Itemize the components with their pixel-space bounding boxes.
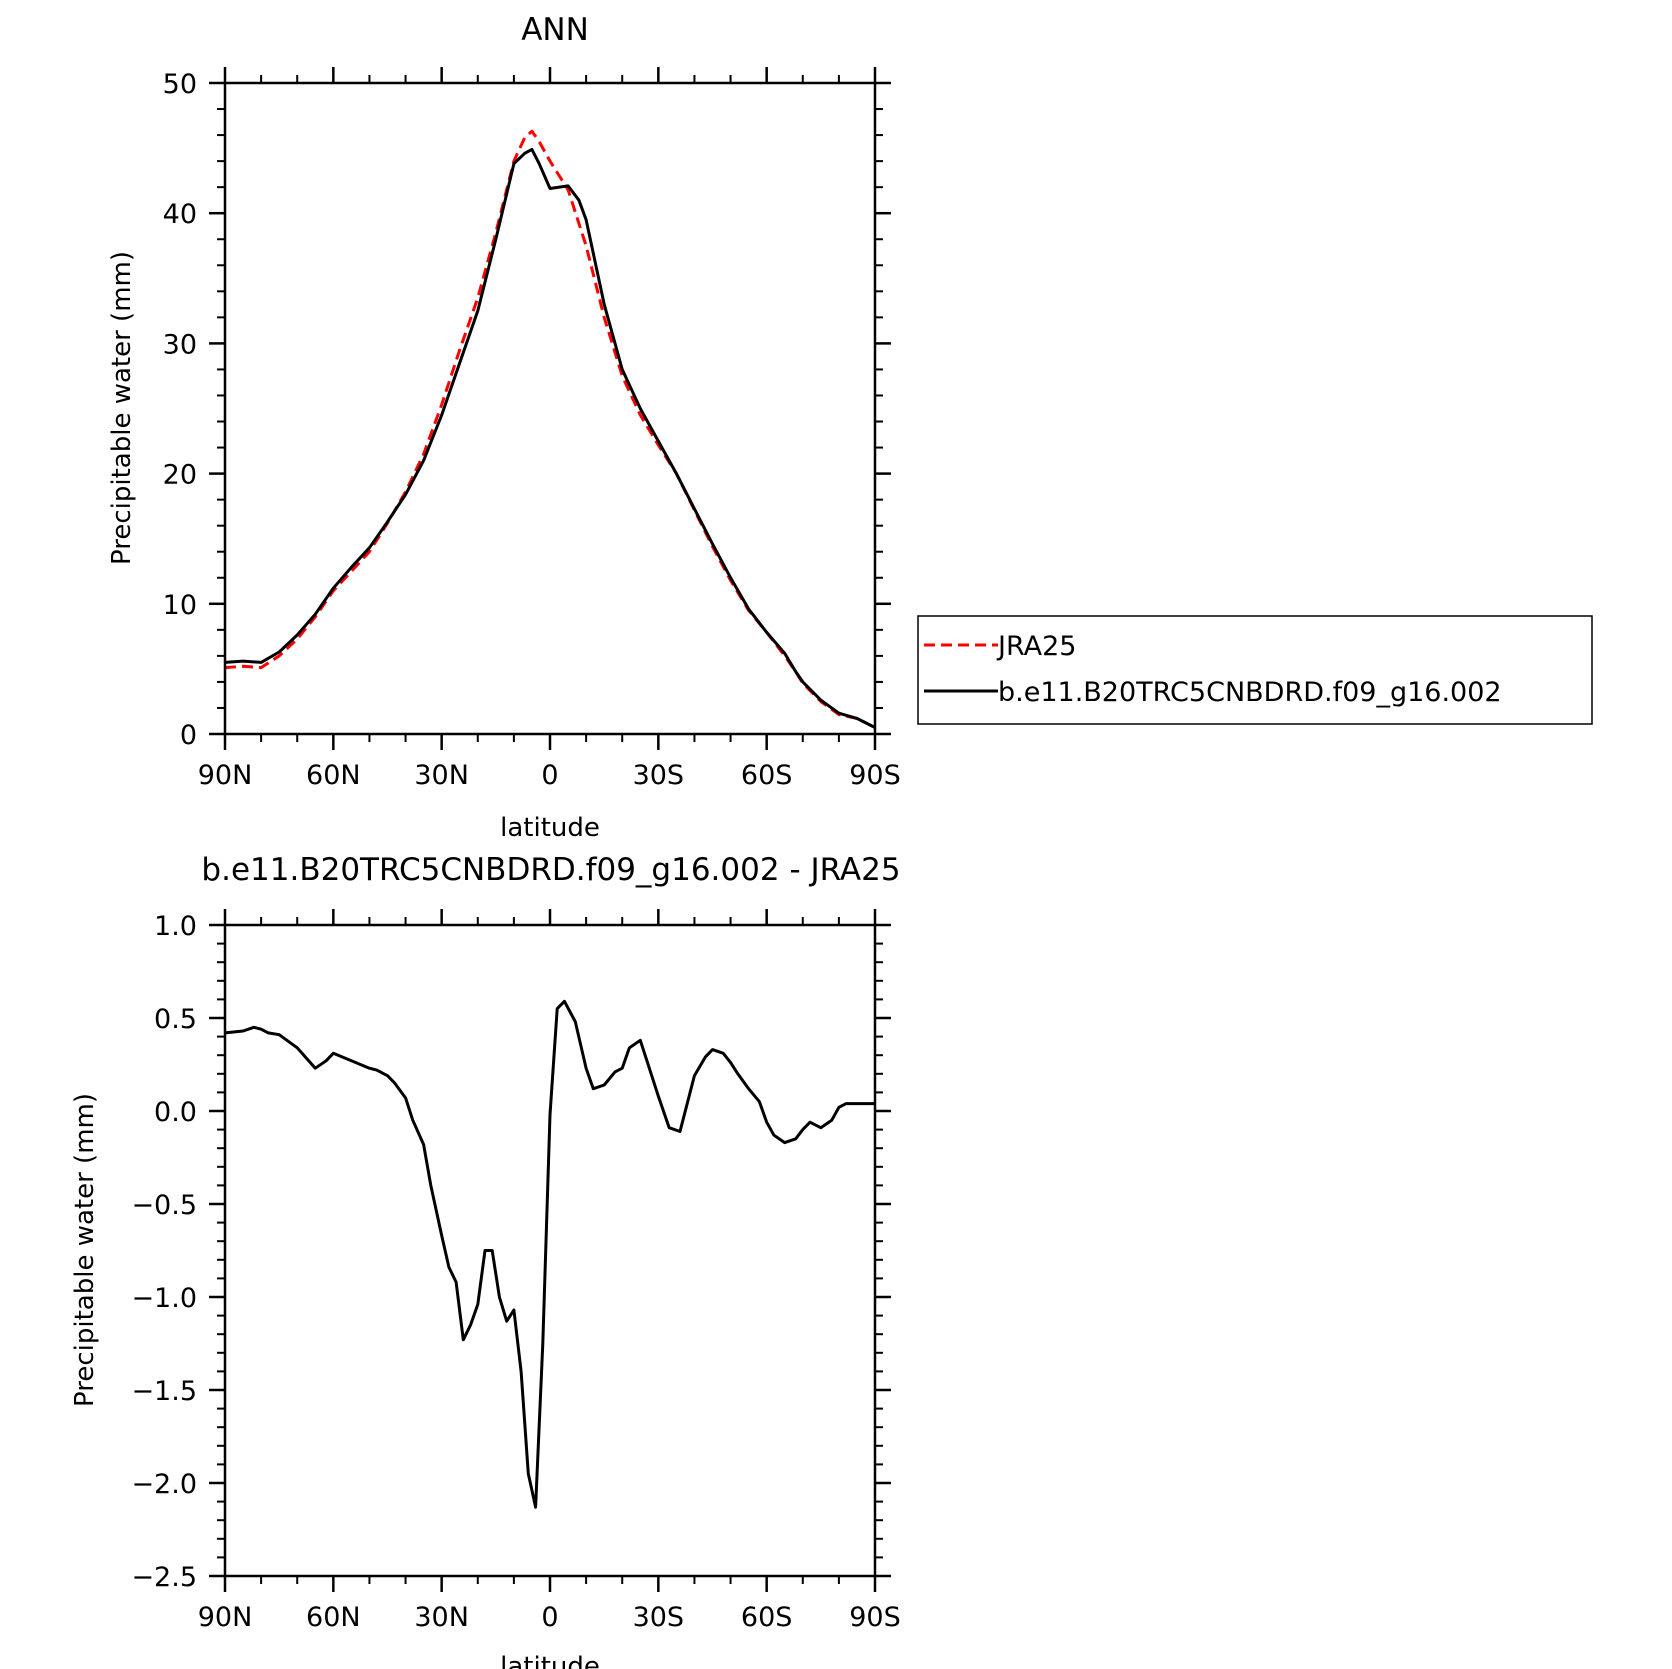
chart-title-bottom: b.e11.B20TRC5CNBDRD.f09_g16.002 - JRA25 [201,852,900,888]
plot-frame-bottom [223,923,877,1578]
y-tick-label-bottom: 1.0 [154,911,197,942]
x-tick-label-top: 60S [741,760,793,791]
legend-label-jra25: JRA25 [996,631,1076,662]
y-axis-label-top: Precipitable water (mm) [107,251,137,565]
y-tick-label-bottom: −1.5 [131,1376,197,1407]
top-ticks: 90N 60N 30N 0 30S 60S 90S 0 10 20 30 40 50 [163,67,901,791]
y-tick-label-top: 0 [180,720,197,751]
y-tick-label-top: 30 [163,329,197,360]
y-tick-label-bottom: 0.0 [154,1097,197,1128]
x-tick-label-top: 0 [541,760,558,791]
panel-top: ANN 90N 60N 30N 0 30S 60S 90S 0 10 20 30 40 50 latit… [107,12,901,843]
y-tick-label-bottom: −2.0 [131,1469,197,1500]
y-tick-label-bottom: 0.5 [154,1004,197,1035]
x-tick-label-bottom: 90S [849,1602,901,1633]
top-series [224,129,876,729]
x-tick-label-top: 30N [414,760,469,791]
chart-title-top: ANN [521,12,589,48]
y-tick-label-bottom: −0.5 [131,1190,197,1221]
x-tick-label-top: 60N [306,760,361,791]
legend-box [917,615,1593,725]
bottom-ticks: 90N 60N 30N 0 30S 60S 90S −2.5 −2.0 −1.5 −1.0 −0.5 0… [131,909,901,1633]
x-tick-label-top: 90N [198,760,253,791]
series-line-top-1 [224,147,876,729]
y-tick-label-top: 20 [163,460,197,491]
series-line-top-0 [224,129,876,729]
x-tick-label-top: 90S [849,760,901,791]
x-axis-label-top: latitude [500,813,600,843]
y-axis-label-bottom: Precipitable water (mm) [70,1093,100,1407]
x-tick-label-bottom: 0 [541,1602,558,1633]
y-tick-label-top: 40 [163,199,197,230]
plot-frame-top [223,81,877,736]
x-tick-label-bottom: 30S [633,1602,685,1633]
y-tick-label-bottom: −2.5 [131,1562,197,1593]
x-axis-label-bottom: latitude [500,1652,600,1669]
panel-bottom: b.e11.B20TRC5CNBDRD.f09_g16.002 - JRA25 … [70,852,901,1669]
series-line-bottom-0 [224,999,875,1509]
y-tick-label-bottom: −1.0 [131,1283,197,1314]
x-tick-label-bottom: 60N [306,1602,361,1633]
legend: JRA25 b.e11.B20TRC5CNBDRD.f09_g16.002 [917,615,1593,725]
x-tick-label-bottom: 60S [741,1602,793,1633]
x-tick-label-bottom: 30N [414,1602,469,1633]
y-tick-label-top: 10 [163,590,197,621]
x-tick-label-bottom: 90N [198,1602,253,1633]
y-tick-label-top: 50 [163,69,197,100]
x-tick-label-top: 30S [633,760,685,791]
legend-label-model: b.e11.B20TRC5CNBDRD.f09_g16.002 [998,677,1502,708]
bottom-series [224,999,875,1509]
